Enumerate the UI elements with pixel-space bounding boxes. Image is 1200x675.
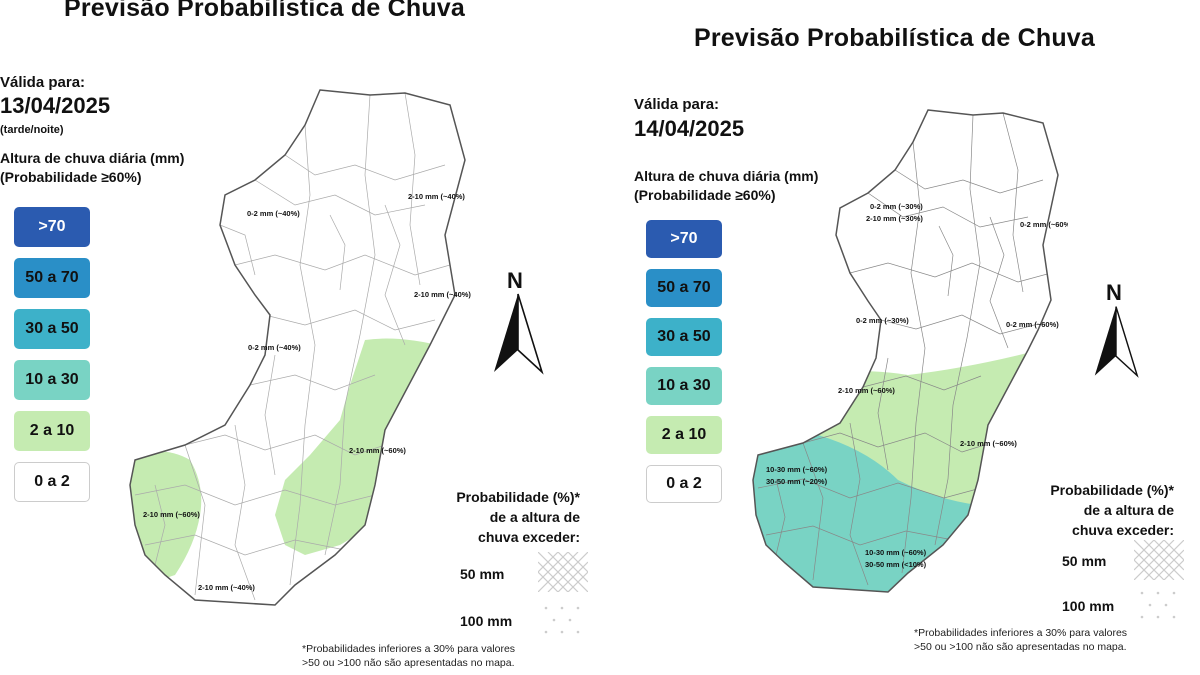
map-label: 0-2 mm (~60%) — [1006, 320, 1059, 329]
probability-title: Probabilidade (%)* de a altura de chuva … — [980, 480, 1174, 540]
prob-50-label: 50 mm — [1062, 553, 1107, 569]
state-map: 0-2 mm (~40%) 2-10 mm (~40%) 2-10 mm (~4… — [129, 89, 471, 606]
legend-label: 30 a 50 — [25, 320, 79, 337]
probability-title: Probabilidade (%)* de a altura de chuva … — [390, 487, 580, 547]
footnote-line1: *Probabilidades inferiores a 30% para va… — [302, 643, 516, 655]
map-label: 2-10 mm (~60%) — [143, 510, 200, 519]
legend-label: >70 — [670, 230, 698, 247]
state-map: 0-2 mm (~30%) 2-10 mm (~30%) 0-2 mm (~60… — [752, 109, 1068, 593]
color-legend: >70 50 a 70 30 a 50 10 a 30 2 a 10 0 a 2 — [14, 207, 90, 513]
legend-item-10-30: 10 a 30 — [14, 360, 90, 400]
rain-height-title: Altura de chuva diária (mm) (Probabilida… — [634, 167, 818, 205]
map-label: 2-10 mm (~40%) — [408, 192, 465, 201]
map-label: 0-2 mm (~40%) — [248, 343, 301, 352]
legend-label: 10 a 30 — [25, 371, 79, 388]
legend-item-50-70: 50 a 70 — [14, 258, 90, 298]
north-label: N — [1106, 280, 1122, 305]
probability-title-line2: de a altura de — [1083, 502, 1174, 518]
panel-title: Previsão Probabilística de Chuva — [694, 24, 1095, 52]
map-label: 0-2 mm (~30%) — [856, 316, 909, 325]
legend-label: >70 — [38, 218, 66, 235]
map-label: 2-10 mm (~60%) — [838, 386, 895, 395]
legend-item-50-70: 50 a 70 — [646, 269, 722, 307]
crosshatch-pattern-icon — [1134, 540, 1184, 580]
legend-item-2-10: 2 a 10 — [646, 416, 722, 454]
map-label: 10-30 mm (~60%) — [865, 548, 927, 557]
valid-for-label: Válida para: — [0, 74, 86, 91]
legend-item-0-2: 0 a 2 — [646, 465, 722, 503]
legend-label: 50 a 70 — [657, 279, 711, 296]
legend-label: 2 a 10 — [661, 426, 707, 443]
prob-100-label: 100 mm — [460, 613, 513, 629]
valid-for-label: Válida para: — [634, 96, 720, 113]
map-label: 0-2 mm (~40%) — [247, 209, 300, 218]
rain-height-title-line1: Altura de chuva diária (mm) — [634, 168, 819, 184]
north-arrow-icon — [494, 293, 544, 375]
legend-label: 30 a 50 — [657, 328, 711, 345]
map-label: 10-30 mm (~60%) — [766, 465, 828, 474]
legend-label: 0 a 2 — [666, 475, 702, 492]
probability-title-line1: Probabilidade (%)* — [456, 489, 580, 505]
forecast-panel-right: Previsão Probabilística de Chuva Válida … — [600, 0, 1200, 675]
probability-title-line1: Probabilidade (%)* — [1050, 482, 1174, 498]
footnote-line1: *Probabilidades inferiores a 30% para va… — [914, 627, 1128, 639]
prob-100-label: 100 mm — [1062, 598, 1115, 614]
probability-title-line2: de a altura de — [489, 509, 580, 525]
legend-label: 10 a 30 — [657, 377, 711, 394]
legend-item-gt70: >70 — [646, 220, 722, 258]
legend-item-0-2: 0 a 2 — [14, 462, 90, 502]
footnote-line2: >50 ou >100 não são apresentadas no mapa… — [302, 657, 515, 669]
legend-item-10-30: 10 a 30 — [646, 367, 722, 405]
map-label: 0-2 mm (~60%) — [1020, 220, 1068, 229]
footnote: *Probabilidades inferiores a 30% para va… — [914, 626, 1127, 654]
map-label: 2-10 mm (~40%) — [198, 583, 255, 592]
rain-height-title-line2: (Probabilidade ≥60%) — [634, 187, 776, 203]
legend-label: 0 a 2 — [34, 473, 70, 490]
forecast-period: (tarde/noite) — [0, 124, 64, 136]
north-arrow-icon — [1094, 306, 1139, 378]
map-label: 2-10 mm (~60%) — [349, 446, 406, 455]
map-label: 30-50 mm (~20%) — [766, 477, 828, 486]
dot-pattern-icon — [1140, 591, 1176, 619]
prob-50-label: 50 mm — [460, 566, 505, 582]
map-label: 2-10 mm (~40%) — [414, 290, 471, 299]
legend-item-gt70: >70 — [14, 207, 90, 247]
dot-pattern-icon — [544, 606, 580, 634]
legend-label: 50 a 70 — [25, 269, 79, 286]
map-label: 2-10 mm (~60%) — [960, 439, 1017, 448]
footnote: *Probabilidades inferiores a 30% para va… — [302, 642, 515, 670]
map-label: 0-2 mm (~30%) — [870, 202, 923, 211]
crosshatch-pattern-icon — [538, 552, 588, 592]
forecast-date: 14/04/2025 — [634, 116, 745, 141]
forecast-date: 13/04/2025 — [0, 93, 111, 118]
footnote-line2: >50 ou >100 não são apresentadas no mapa… — [914, 641, 1127, 653]
legend-label: 2 a 10 — [29, 422, 75, 439]
map-label: 30-50 mm (<10%) — [865, 560, 927, 569]
probability-title-line3: chuva exceder: — [478, 529, 580, 545]
map-label: 2-10 mm (~30%) — [866, 214, 923, 223]
legend-item-30-50: 30 a 50 — [646, 318, 722, 356]
forecast-panel-left: Previsão Probabilística de Chuva Válida … — [0, 0, 588, 670]
rain-height-title-line1: Altura de chuva diária (mm) — [0, 150, 185, 166]
legend-item-30-50: 30 a 50 — [14, 309, 90, 349]
probability-title-line3: chuva exceder: — [1072, 522, 1174, 538]
legend-item-2-10: 2 a 10 — [14, 411, 90, 451]
north-label: N — [507, 268, 523, 293]
color-legend: >70 50 a 70 30 a 50 10 a 30 2 a 10 0 a 2 — [646, 220, 722, 514]
rain-height-title: Altura de chuva diária (mm) (Probabilida… — [0, 149, 184, 187]
rain-height-title-line2: (Probabilidade ≥60%) — [0, 169, 142, 185]
panel-title: Previsão Probabilística de Chuva — [64, 0, 465, 22]
